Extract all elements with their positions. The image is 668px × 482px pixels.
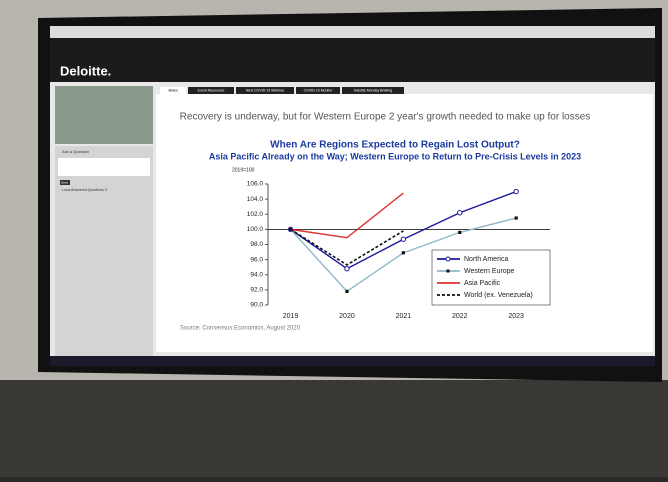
- tab-label[interactable]: Event Resources: [198, 88, 225, 92]
- y-tick-label: 94.0: [250, 271, 263, 278]
- photo: Deloitte. Ask a Question Send Local Answ…: [0, 0, 668, 477]
- source: Source: Consensus Economics, August 2020: [180, 326, 301, 332]
- sidebar: [55, 146, 153, 356]
- taskbar: [50, 356, 655, 366]
- x-tick-label: 2021: [396, 313, 412, 320]
- x-tick-label: 2023: [508, 313, 524, 320]
- tab-label[interactable]: Deloitte Monday Briefing: [354, 88, 392, 92]
- headline: Recovery is underway, but for Western Eu…: [180, 112, 591, 123]
- x-tick-label: 2022: [452, 313, 468, 320]
- legend-marker: [447, 270, 450, 273]
- answered: Local Answered Questions: 0: [62, 188, 107, 192]
- y-tick-label: 106.0: [247, 181, 264, 188]
- legend-label: World (ex. Venezuela): [464, 292, 533, 299]
- legend-label: North America: [464, 256, 508, 263]
- x-tick-label: 2020: [339, 313, 355, 320]
- y-tick-label: 96.0: [250, 256, 263, 263]
- legend-label: Asia Pacific: [464, 280, 501, 287]
- y-tick-label: 98.0: [250, 241, 263, 248]
- y-tick-label: 104.0: [247, 196, 264, 203]
- header: [50, 38, 655, 82]
- marker: [515, 216, 518, 219]
- tab-label[interactable]: Next COVID-19 Webinar: [246, 88, 285, 92]
- y-tick-label: 92.0: [250, 287, 263, 294]
- marker: [514, 189, 518, 193]
- legend-marker: [446, 257, 450, 261]
- marker: [458, 211, 462, 215]
- marker: [402, 251, 405, 254]
- browser-bar: [50, 26, 655, 38]
- chart-title: When Are Regions Expected to Regain Lost…: [270, 140, 520, 151]
- y-axis-label: 2019=100: [232, 167, 255, 173]
- desk: [0, 380, 668, 477]
- marker: [458, 231, 461, 234]
- brand: Deloitte.: [60, 63, 111, 78]
- marker: [345, 290, 348, 293]
- send[interactable]: Send: [61, 180, 68, 184]
- marker: [401, 237, 405, 241]
- tab-label[interactable]: COVID-19 Monitor: [304, 88, 334, 92]
- chart-subtitle: Asia Pacific Already on the Way; Western…: [209, 151, 581, 161]
- legend-label: Western Europe: [464, 268, 515, 275]
- y-tick-label: 100.0: [247, 226, 264, 233]
- marker: [345, 267, 349, 271]
- x-tick-label: 2019: [283, 313, 299, 320]
- question-box[interactable]: [58, 158, 150, 176]
- y-tick-label: 102.0: [247, 211, 264, 218]
- ask-question[interactable]: Ask a Question: [62, 149, 89, 154]
- tab-label[interactable]: Slides: [168, 88, 178, 92]
- video[interactable]: [55, 86, 153, 144]
- y-tick-label: 90.0: [250, 302, 263, 309]
